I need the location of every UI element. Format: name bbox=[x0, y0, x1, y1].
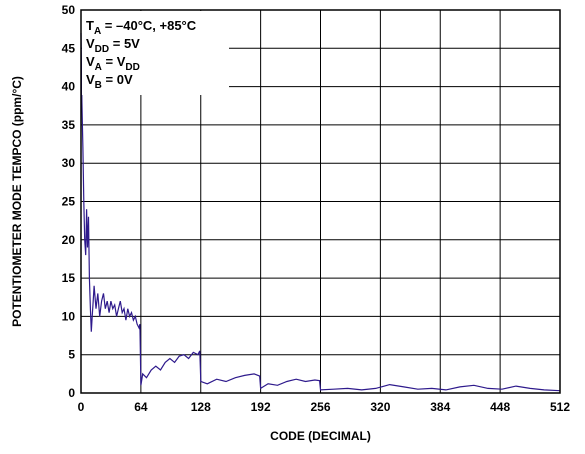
x-tick-label: 320 bbox=[370, 400, 390, 414]
x-tick-label: 192 bbox=[251, 400, 271, 414]
x-tick-label: 384 bbox=[430, 400, 450, 414]
annotation-line: VA = VDD bbox=[86, 54, 140, 73]
x-tick-label: 64 bbox=[134, 400, 148, 414]
y-tick-label: 10 bbox=[62, 309, 76, 323]
x-tick-label: 256 bbox=[310, 400, 330, 414]
x-tick-label: 448 bbox=[490, 400, 510, 414]
y-tick-label: 40 bbox=[62, 80, 76, 94]
y-tick-label: 45 bbox=[62, 41, 76, 55]
y-tick-label: 0 bbox=[68, 386, 75, 400]
y-tick-label: 25 bbox=[62, 195, 76, 209]
y-tick-label: 5 bbox=[68, 348, 75, 362]
y-tick-label: 20 bbox=[62, 233, 76, 247]
series-line bbox=[80, 32, 561, 392]
annotation-line: VDD = 5V bbox=[86, 36, 140, 55]
plot-frame bbox=[80, 9, 561, 394]
x-tick-label: 128 bbox=[191, 400, 211, 414]
x-tick-label: 512 bbox=[550, 400, 570, 414]
y-tick-label: 35 bbox=[62, 118, 76, 132]
y-tick-labels: 0 5 10 15 20 25 30 35 40 45 50 bbox=[62, 3, 76, 400]
y-tick-label: 50 bbox=[62, 3, 76, 17]
annotation-line: VB = 0V bbox=[86, 72, 133, 91]
x-axis-label: CODE (DECIMAL) bbox=[270, 429, 371, 443]
x-tick-label: 0 bbox=[78, 400, 85, 414]
y-axis-label: POTENTIOMETER MODE TEMPCO (ppm/°C) bbox=[10, 76, 24, 327]
y-tick-label: 30 bbox=[62, 156, 76, 170]
grid-lines bbox=[80, 9, 561, 394]
annotation-line: TA = –40°C, +85°C bbox=[86, 18, 197, 37]
y-tick-label: 15 bbox=[62, 271, 76, 285]
annotation-box bbox=[82, 11, 229, 95]
x-tick-labels: 0 64 128 192 256 320 384 448 512 bbox=[78, 400, 571, 414]
series-group bbox=[80, 32, 561, 392]
